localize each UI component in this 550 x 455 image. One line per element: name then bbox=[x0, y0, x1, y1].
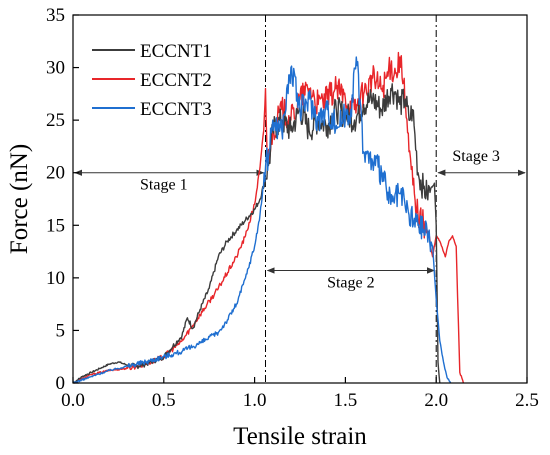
legend: ECCNT1 ECCNT2 ECCNT3 bbox=[92, 41, 212, 120]
plot-frame bbox=[72, 14, 528, 384]
stage-label: Stage 2 bbox=[327, 274, 375, 291]
y-axis-title: Force (nN) bbox=[6, 144, 33, 254]
x-axis-title: Tensile strain bbox=[233, 423, 367, 450]
x-tick-label: 1.5 bbox=[334, 390, 358, 411]
x-tick-label: 2.0 bbox=[424, 390, 448, 411]
x-tick-label: 2.5 bbox=[515, 390, 539, 411]
y-tick-label: 25 bbox=[46, 110, 65, 131]
stage-label: Stage 1 bbox=[140, 177, 188, 194]
y-tick-label: 15 bbox=[46, 215, 65, 236]
legend-label-eccnt2: ECCNT2 bbox=[140, 70, 212, 91]
stage-label: Stage 3 bbox=[452, 148, 500, 165]
y-tick-label: 5 bbox=[56, 320, 66, 341]
y-tick-label: 0 bbox=[56, 373, 66, 394]
legend-label-eccnt3: ECCNT3 bbox=[140, 99, 212, 120]
y-tick-label: 35 bbox=[46, 5, 65, 26]
x-tick-label: 0.0 bbox=[61, 390, 85, 411]
y-tick-label: 10 bbox=[46, 268, 65, 289]
x-tick-label: 1.0 bbox=[243, 390, 267, 411]
y-tick-label: 20 bbox=[46, 163, 65, 184]
series-line-eccnt3 bbox=[72, 56, 452, 384]
legend-label-eccnt1: ECCNT1 bbox=[140, 41, 212, 62]
x-tick-label: 0.5 bbox=[152, 390, 176, 411]
y-tick-label: 30 bbox=[46, 58, 65, 79]
